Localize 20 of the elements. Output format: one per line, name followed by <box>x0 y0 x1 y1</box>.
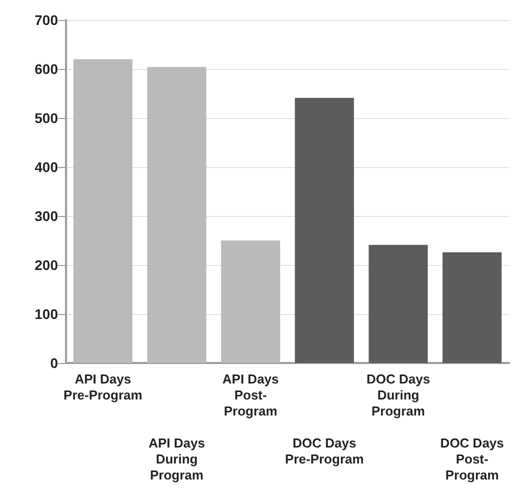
x-tick-label: DOC Days During Program <box>366 372 430 418</box>
y-tick-label: 600 <box>34 61 58 77</box>
bar <box>221 240 280 363</box>
bar <box>442 252 502 363</box>
bar <box>73 59 132 363</box>
x-tick-label: API Days Post-Program <box>222 372 279 418</box>
x-tick-label: DOC Days Post-Program <box>440 436 504 482</box>
bar <box>294 98 354 363</box>
x-tick-label: API Days Pre-Program <box>64 372 142 402</box>
y-tick-label: 200 <box>34 257 58 273</box>
y-tick-label: 100 <box>34 306 58 322</box>
y-tick-label: 700 <box>34 12 58 28</box>
y-tick-label: 0 <box>50 355 58 371</box>
y-tick-label: 500 <box>34 110 58 126</box>
y-tick-label: 300 <box>34 208 58 224</box>
bar <box>368 244 428 363</box>
bar <box>147 67 206 363</box>
x-tick-label: API Days During Program <box>148 436 205 482</box>
y-tick-label: 400 <box>34 159 58 175</box>
x-tick-label: DOC Days Pre-Program <box>285 436 364 466</box>
